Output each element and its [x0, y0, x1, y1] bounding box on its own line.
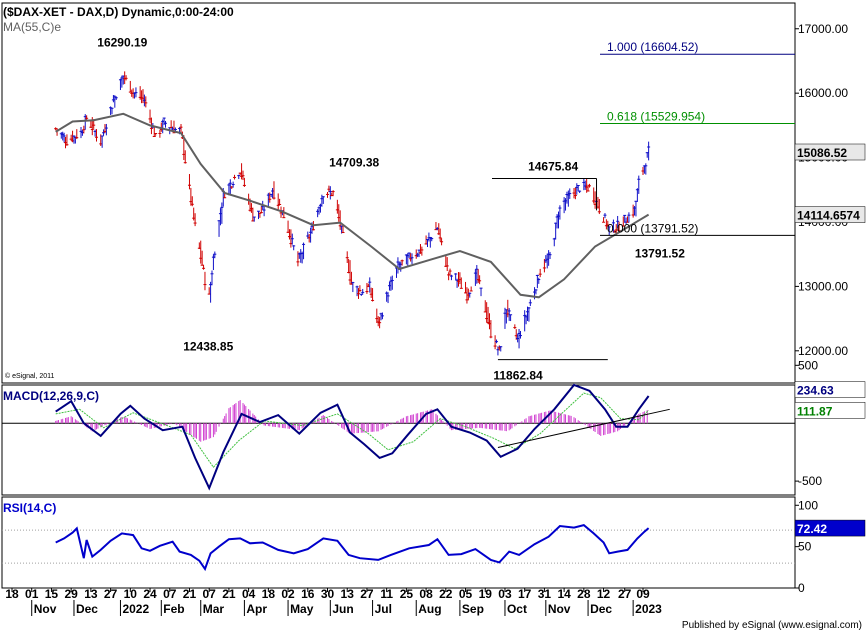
x-day-label: 31: [538, 587, 552, 601]
macd-tick-label: -500: [798, 474, 822, 488]
x-day-label: 01: [25, 587, 39, 601]
ma-value-box-bg: [794, 206, 866, 223]
rsi-value-box-bg: [794, 519, 866, 537]
x-day-label: 22: [439, 587, 453, 601]
macd-line: [55, 383, 650, 491]
macd-pane-frame: [1, 384, 796, 496]
x-month-label: 2022: [122, 602, 149, 616]
price-tick-label: 13000.00: [798, 279, 848, 293]
x-month-label: Jun: [332, 602, 353, 616]
x-day-label: 21: [183, 587, 197, 601]
macd-trendline: [497, 408, 670, 449]
fib-100-label: 1.000 (16604.52): [607, 40, 698, 54]
x-day-label: 18: [262, 587, 276, 601]
x-day-label: 04: [242, 587, 256, 601]
price-annotation: 12438.85: [183, 340, 233, 354]
x-day-label: 15: [45, 587, 59, 601]
macd-tick-label: 500: [798, 358, 818, 372]
x-month-label: Mar: [203, 602, 225, 616]
fib-0-label: 0.000 (13791.52): [607, 221, 698, 235]
x-day-label: 12: [597, 587, 611, 601]
price-tick-label: 12000.00: [798, 344, 848, 358]
x-day-label: 09: [636, 587, 650, 601]
rsi-tick-label: 50: [798, 540, 812, 554]
fib-618-label: 0.618 (15529.954): [607, 109, 705, 123]
x-day-label: 16: [301, 587, 315, 601]
x-day-label: 19: [479, 587, 493, 601]
x-day-label: 28: [577, 587, 591, 601]
x-day-label: 21: [222, 587, 236, 601]
ma-label: MA(55,C)e: [3, 20, 61, 34]
x-month-label: Dec: [76, 602, 98, 616]
x-month-label: Nov: [548, 602, 571, 616]
x-month-label: Aug: [418, 602, 441, 616]
x-day-label: 25: [400, 587, 414, 601]
price-pane-frame: [1, 2, 796, 384]
signal-value-box: 111.87: [797, 404, 833, 418]
price-tick-label: 17000.00: [798, 22, 848, 36]
price-annotation: 14675.84: [528, 159, 578, 173]
rsi-line: [55, 524, 650, 572]
macd-value-box-bg: [794, 381, 866, 398]
last-price-box-bg: [794, 143, 866, 161]
x-month-label: Sep: [462, 602, 484, 616]
x-day-label: 30: [321, 587, 335, 601]
x-day-label: 02: [281, 587, 295, 601]
x-month-label: 2023: [635, 602, 662, 616]
x-day-label: 05: [459, 587, 473, 601]
x-day-label: 07: [163, 587, 177, 601]
price-tick-label: 16000.00: [798, 86, 848, 100]
x-day-label: 27: [618, 587, 632, 601]
price-annotation: 14709.38: [329, 155, 379, 169]
x-month-label: Nov: [34, 602, 57, 616]
x-day-label: 13: [341, 587, 355, 601]
x-month-label: Oct: [507, 602, 527, 616]
publisher-credit: Published by eSignal (www.esignal.com): [681, 620, 862, 631]
x-day-label: 14: [557, 587, 571, 601]
esignal-watermark: © eSignal, 2011: [5, 372, 55, 380]
rsi-tick-label: 0: [798, 581, 805, 595]
x-day-label: 08: [419, 587, 433, 601]
rsi-title: RSI(14,C): [3, 501, 56, 515]
x-day-label: 11: [380, 587, 393, 601]
x-day-label: 27: [104, 587, 118, 601]
macd-signal-line: [55, 392, 649, 468]
chart-title: ($DAX-XET - DAX,D) Dynamic,0:00-24:00: [3, 5, 234, 19]
ma55-line: [55, 112, 650, 299]
x-month-label: Feb: [163, 602, 184, 616]
x-day-label: 17: [518, 587, 532, 601]
macd-histogram: [55, 400, 648, 442]
x-day-label: 13: [84, 587, 98, 601]
x-day-label: 29: [64, 587, 78, 601]
x-day-label: 24: [143, 587, 157, 601]
rsi-pane-frame: [1, 496, 796, 589]
last-price-box: 15086.52: [797, 146, 847, 160]
x-day-label: 18: [5, 587, 19, 601]
macd-value-box: 234.63: [797, 384, 834, 398]
macd-title: MACD(12,26,9,C): [3, 389, 99, 403]
x-month-label: May: [290, 602, 314, 616]
price-annotation: 11862.84: [493, 369, 543, 383]
rsi-tick-label: 100: [798, 498, 818, 512]
x-day-label: 10: [124, 587, 138, 601]
x-month-label: Jul: [375, 602, 392, 616]
price-bars: [54, 71, 651, 356]
price-annotation: 13791.52: [635, 246, 685, 260]
rsi-value-box: 72.42: [797, 522, 827, 536]
x-month-label: Apr: [246, 602, 267, 616]
ma-value-box: 14114.6574: [797, 209, 860, 223]
x-day-label: 07: [203, 587, 217, 601]
x-month-label: Dec: [590, 602, 612, 616]
price-annotation: 16290.19: [97, 35, 147, 49]
signal-value-box-bg: [794, 402, 866, 419]
x-day-label: 27: [360, 587, 374, 601]
x-day-label: 03: [498, 587, 512, 601]
